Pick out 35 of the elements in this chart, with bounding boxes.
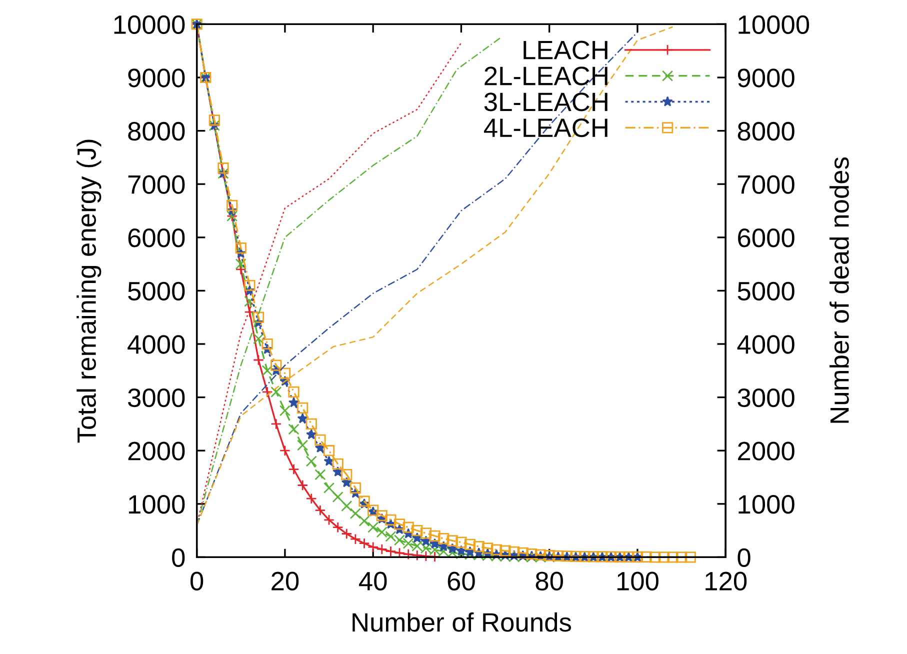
x-tick-label: 100 (617, 572, 658, 590)
y2-tick-label: 2000 (738, 442, 794, 460)
y2-tick-label: 8000 (738, 122, 794, 141)
y-tick-label: 10000 (114, 15, 185, 34)
x-tick-label: 40 (359, 572, 387, 590)
y2-tick-label: 4000 (737, 335, 794, 354)
x-tick-label: 60 (448, 572, 475, 590)
y-tick-label: 5000 (128, 282, 185, 301)
legend-label: 2L-LEACH (484, 66, 608, 86)
y2-tick-label: 3000 (738, 388, 794, 408)
y2-tick-label: 10000 (738, 15, 810, 34)
y2-tick-label: 6000 (738, 228, 794, 248)
y-tick-label: 2000 (128, 442, 185, 460)
y-tick-label: 0 (172, 548, 185, 568)
y2-tick-label: 1000 (738, 495, 794, 514)
x-tick-label: 0 (190, 572, 204, 590)
y-tick-label: 1000 (129, 495, 185, 514)
y2-tick-label: 5000 (738, 282, 794, 301)
y-tick-label: 3000 (128, 388, 185, 408)
legend-label: LEACH (524, 40, 608, 60)
x-tick-label: 120 (706, 572, 747, 590)
legend-label: 3L-LEACH (484, 92, 608, 112)
y2-tick-label: 7000 (738, 175, 794, 194)
y-tick-label: 8000 (128, 122, 185, 141)
x-tick-label: 80 (536, 572, 563, 590)
y-tick-label: 7000 (128, 175, 185, 194)
y-tick-label: 9000 (128, 68, 185, 88)
y-tick-label: 6000 (128, 228, 185, 248)
x-tick-label: 20 (272, 572, 299, 590)
y2-tick-label: 9000 (738, 68, 794, 88)
y-tick-label: 4000 (128, 335, 185, 354)
y2-tick-label: 0 (738, 548, 750, 568)
x-axis-title: Number of Rounds (352, 612, 572, 632)
y2-axis-title: Number of dead nodes (830, 157, 849, 423)
y-axis-title: Total remaining energy (J) (76, 140, 102, 443)
